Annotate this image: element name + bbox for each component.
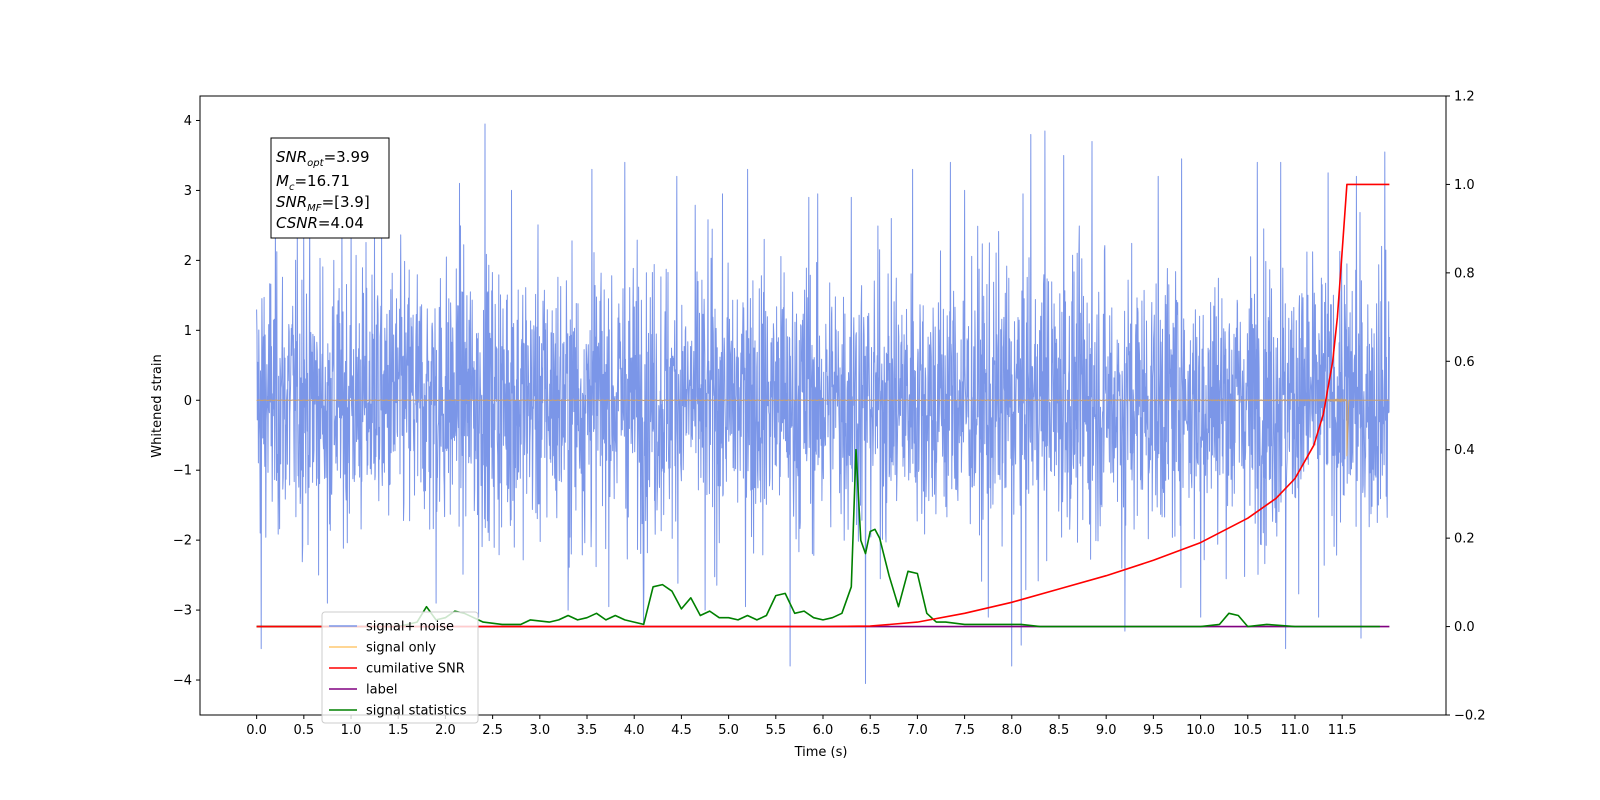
y2-tick-label: 1.0 [1454,178,1475,193]
series-line-cumulative-snr [256,183,1390,628]
info-box: SNRopt=3.99 Mc=16.71 SNRMF=[3.9] CSNR=4.… [270,137,390,239]
x-tick-label: 7.0 [907,723,928,738]
series-line-signal-statistics [256,448,1380,628]
x-tick-label: 11.5 [1328,723,1357,738]
x-tick-label: 4.0 [624,723,645,738]
x-tick-label: 5.5 [765,723,786,738]
y2-tick-label: 0.8 [1454,266,1475,281]
info-snr-mf: SNRMF=[3.9] [276,193,370,214]
x-tick-label: 6.5 [860,723,881,738]
x-axis: 0.0 0.5 1.0 1.5 2.0 2.5 3.0 3.5 4.0 4.5 5.0 5.5 6.0 6… [246,715,1357,738]
y2-tick-label: 0.4 [1454,443,1475,458]
x-axis-label: Time (s) [794,745,848,760]
x-tick-label: 9.0 [1096,723,1117,738]
y2-tick-label: 0.6 [1454,355,1475,370]
x-tick-label: 10.5 [1233,723,1262,738]
y-tick-label: 2 [184,254,192,269]
y-axis-label: Whitened strain [150,354,165,457]
x-tick-label: 1.5 [388,723,409,738]
y-axis-right: −0.2 0.0 0.2 0.4 0.6 0.8 1.0 1.2 [1446,90,1486,724]
x-tick-label: 2.0 [435,723,456,738]
info-csnr: CSNR=4.04 [276,214,364,232]
x-tick-label: 8.0 [1001,723,1022,738]
y2-tick-label: 0.0 [1454,620,1475,635]
info-mc: Mc=16.71 [276,172,350,193]
x-tick-label: 8.5 [1049,723,1070,738]
legend-label: label [366,683,397,698]
info-snr-opt: SNRopt=3.99 [276,148,370,169]
x-tick-label: 11.0 [1280,723,1309,738]
x-tick-label: 0.5 [293,723,314,738]
legend-frame [321,611,479,724]
y-tick-label: −1 [173,464,192,479]
y-tick-label: 0 [184,394,192,409]
x-tick-label: 6.0 [813,723,834,738]
y-tick-label: 1 [184,324,192,339]
x-tick-label: 1.0 [341,723,362,738]
y2-tick-label: 1.2 [1454,90,1475,105]
y-tick-label: −2 [173,534,192,549]
x-tick-label: 5.0 [718,723,739,738]
x-tick-label: 4.5 [671,723,692,738]
x-tick-label: 7.5 [954,723,975,738]
y2-tick-label: 0.2 [1454,532,1475,547]
legend-label: signal statistics [366,704,467,719]
x-tick-label: 3.5 [577,723,598,738]
x-tick-label: 0.0 [246,723,267,738]
series-line-signal-only [256,397,1390,457]
y-axis-left: −4 −3 −2 −1 0 1 2 3 4 [173,114,200,689]
x-tick-label: 3.0 [529,723,550,738]
series-cumulative-snr [256,183,1390,628]
legend-label: cumilative SNR [366,662,465,677]
x-tick-label: 2.5 [482,723,503,738]
y-tick-label: 4 [184,114,192,129]
x-tick-label: 9.5 [1143,723,1164,738]
legend-label: signal only [366,641,436,656]
y-tick-label: 3 [184,184,192,199]
legend: signal+ noise signal only cumilative SNR la… [321,611,479,724]
y-tick-label: −3 [173,604,192,619]
series-signal-statistics [256,448,1380,628]
y2-tick-label: −0.2 [1454,709,1486,724]
info-box-frame [270,137,390,239]
y-tick-label: −4 [173,674,192,689]
series-signal-only [256,397,1390,457]
legend-label: signal+ noise [366,620,454,635]
x-tick-label: 10.0 [1186,723,1215,738]
